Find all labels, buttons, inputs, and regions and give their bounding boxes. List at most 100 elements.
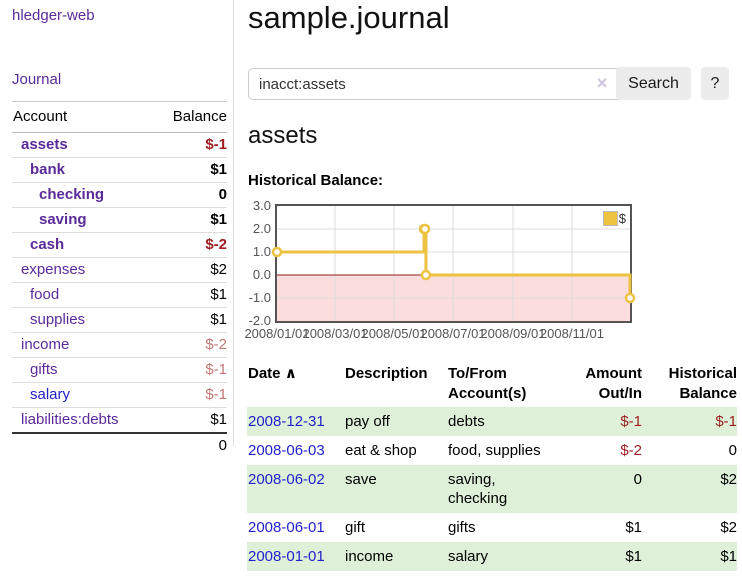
account-balance: $-1 [153, 357, 227, 383]
transaction-date: 2008-06-02 [247, 465, 344, 513]
date-column-header[interactable]: Date ∧ [248, 365, 297, 382]
transaction-amount: $1 [625, 519, 642, 536]
x-axis-tick-label: 2008/07/01 [420, 326, 486, 341]
account-row: gifts $-1 [12, 357, 227, 383]
help-button[interactable]: ? [701, 67, 729, 100]
account-row: salary $-1 [12, 382, 227, 408]
register-row: 2008-06-01 gift gifts $1 $2 [247, 513, 737, 542]
account-row: assets $-1 [12, 133, 227, 158]
account-row: income $-2 [12, 332, 227, 358]
accounts-total-row: 0 [12, 432, 227, 458]
account-balance: $1 [153, 207, 227, 233]
transaction-balance: $2 [720, 519, 737, 536]
account-balance: $-2 [153, 332, 227, 358]
account-balance: $-1 [153, 382, 227, 408]
register-row: 2008-06-03 eat & shop food, supplies $-2 0 [247, 436, 737, 465]
amount-column-header: Amount Out/In [585, 365, 642, 402]
sort-ascending-icon: ∧ [284, 365, 297, 382]
account-row: expenses $2 [12, 257, 227, 283]
x-axis-tick-label: 2008/05/01 [361, 326, 427, 341]
account-link[interactable]: cash [30, 236, 65, 253]
y-axis-tick-label: 0.0 [252, 267, 271, 282]
transaction-description: pay off [345, 413, 390, 430]
page-title: sample.journal [248, 0, 450, 35]
x-axis-tick-label: 2008/11/01 [539, 326, 605, 341]
register-row: 2008-12-31 pay off debts $-1 $-1 [247, 407, 737, 436]
app-brand-link[interactable]: hledger-web [12, 7, 95, 24]
chart-canvas [271, 206, 636, 321]
balance-column-header: Historical Balance [668, 365, 737, 402]
legend-label: $ [618, 211, 626, 226]
account-link[interactable]: saving [39, 211, 87, 228]
accounts-table-header: Account Balance [12, 101, 227, 133]
transaction-balance: $2 [720, 471, 737, 488]
main-content: sample.journal × Search ? assets Histori… [244, 0, 742, 582]
account-balance: $2 [153, 257, 227, 283]
y-axis-tick-label: -2.0 [248, 313, 271, 328]
account-link[interactable]: food [30, 286, 60, 303]
transaction-description: income [345, 548, 394, 565]
transaction-description: eat & shop [345, 442, 417, 459]
search-button[interactable]: Search [616, 67, 691, 100]
balance-chart: $ [271, 204, 636, 323]
account-balance: $1 [153, 407, 227, 433]
account-link[interactable]: salary [30, 386, 71, 403]
account-row: bank $1 [12, 157, 227, 183]
transaction-balance: $-1 [715, 413, 737, 430]
transaction-description: save [345, 471, 377, 488]
chart-legend: $ [602, 211, 626, 226]
account-row: supplies $1 [12, 307, 227, 333]
transaction-date-link[interactable]: 2008-06-02 [248, 471, 325, 488]
transaction-amount: $-1 [620, 413, 642, 430]
y-axis-tick-label: 1.0 [252, 244, 271, 259]
account-link[interactable]: expenses [21, 261, 86, 278]
account-link[interactable]: bank [30, 161, 66, 178]
account-balance: $1 [153, 282, 227, 308]
balance-column-header: Balance [153, 101, 227, 133]
transaction-date-link[interactable]: 2008-06-03 [248, 442, 325, 459]
account-link[interactable]: liabilities:debts [21, 411, 119, 428]
account-link[interactable]: checking [39, 186, 105, 203]
register-header-row: Date ∧ Description To/From Account(s) Am… [247, 361, 737, 407]
sidebar: hledger-web Journal Account Balance asse… [0, 0, 234, 458]
account-heading: assets [248, 122, 318, 149]
account-link[interactable]: assets [21, 136, 68, 153]
y-axis-tick-label: 3.0 [252, 198, 271, 213]
sidebar-item-journal[interactable]: Journal [12, 71, 62, 88]
account-balance: 0 [153, 182, 227, 208]
chart-title: Historical Balance: [248, 172, 384, 189]
transaction-accounts: gifts [448, 519, 476, 536]
search-input[interactable] [248, 68, 622, 100]
account-row: liabilities:debts $1 [12, 407, 227, 433]
clear-search-icon[interactable]: × [596, 73, 608, 93]
account-row: checking 0 [12, 182, 227, 208]
transaction-date-link[interactable]: 2008-06-01 [248, 519, 325, 536]
transaction-amount: $1 [625, 548, 642, 565]
account-link[interactable]: supplies [30, 311, 86, 328]
account-balance: $1 [153, 307, 227, 333]
account-balance: $-1 [205, 136, 227, 153]
transaction-date-link[interactable]: 2008-12-31 [248, 413, 325, 430]
transaction-date: 2008-06-03 [247, 436, 344, 465]
account-balance: $-2 [153, 232, 227, 258]
transaction-accounts: salary [448, 548, 489, 565]
transaction-date-link[interactable]: 2008-01-01 [248, 548, 325, 565]
description-column-header: Description [345, 365, 428, 382]
account-column-header: Account [12, 101, 154, 133]
transaction-amount: $-2 [620, 442, 642, 459]
register-row: 2008-01-01 income salary $1 $1 [247, 542, 737, 571]
register-table: Date ∧ Description To/From Account(s) Am… [247, 361, 737, 571]
transaction-accounts: saving, checking [448, 471, 508, 507]
account-link[interactable]: gifts [30, 361, 58, 378]
accounts-column-header: To/From Account(s) [448, 365, 527, 402]
legend-swatch-icon [602, 211, 618, 226]
transaction-amount: 0 [633, 471, 642, 488]
transaction-date: 2008-01-01 [247, 542, 344, 571]
account-link[interactable]: income [21, 336, 70, 353]
transaction-date: 2008-06-01 [247, 513, 344, 542]
y-axis-tick-label: -1.0 [248, 290, 271, 305]
transaction-balance: 0 [728, 442, 737, 459]
account-row: food $1 [12, 282, 227, 308]
accounts-total-value: 0 [12, 432, 227, 458]
transaction-description: gift [345, 519, 366, 536]
